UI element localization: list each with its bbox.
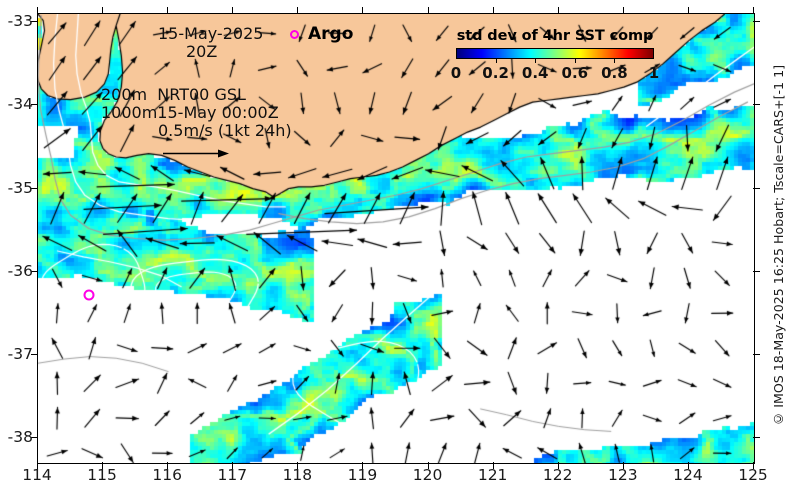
- x-axis-tick-top: [557, 7, 559, 14]
- x-axis-tick: [622, 462, 624, 469]
- y-axis-tick: [31, 437, 38, 439]
- argo-legend: Argo: [290, 24, 353, 44]
- colorbar-title: std dev of 4hr SST comp: [456, 28, 654, 44]
- colorbar-tick-label: 0.6: [561, 64, 589, 82]
- x-axis-tick-label: 124: [673, 466, 703, 484]
- x-axis-tick-top: [687, 7, 689, 14]
- argo-marker-icon: [290, 29, 299, 39]
- x-axis-tick: [557, 462, 559, 469]
- colorbar-tick-labels: 0 0.2 0.4 0.6 0.8 1: [451, 63, 659, 82]
- colorbar-tick: [495, 59, 497, 63]
- x-axis-tick-top: [427, 7, 429, 14]
- x-axis-tick-label: 118: [282, 466, 313, 484]
- x-axis-tick-top: [753, 7, 754, 14]
- y-axis-tick-label: -34: [7, 95, 33, 114]
- x-axis-tick-label: 121: [477, 466, 508, 484]
- y-axis-tick-right: [753, 353, 760, 355]
- colorbar: std dev of 4hr SST comp 0 0.2 0.4 0.6 0.8 1: [440, 28, 670, 82]
- y-axis-tick: [31, 21, 38, 23]
- x-axis-tick-top: [167, 7, 169, 14]
- x-axis-tick-top: [492, 7, 494, 14]
- x-axis-tick-top: [37, 7, 38, 14]
- x-axis-tick-label: 123: [608, 466, 638, 484]
- colorbar-tick-label: 1: [648, 64, 660, 82]
- overlay-date: 15-May-2025: [158, 24, 264, 43]
- x-axis-tick-top: [102, 7, 104, 14]
- x-axis-tick-top: [362, 7, 364, 14]
- overlay-vector-scale: 0.5m/s (1kt 24h): [158, 121, 292, 140]
- colorbar-tick: [574, 59, 576, 63]
- overlay-depth-line-2: 1000m15-May 00:00Z: [101, 103, 279, 122]
- x-axis-tick-label: 116: [152, 466, 182, 484]
- colorbar-tick-label: 0.8: [601, 64, 628, 82]
- x-axis-tick-label: 114: [22, 466, 52, 484]
- y-axis-tick: [31, 104, 38, 106]
- overlay-depth-line-1: 200m NRT00 GSL: [101, 85, 246, 104]
- y-axis-tick: [31, 270, 38, 272]
- colorbar-tick-label: 0: [450, 64, 462, 82]
- x-axis-tick-top: [232, 7, 234, 14]
- x-axis-tick-label: 117: [217, 466, 248, 484]
- x-axis-tick-label: 122: [542, 466, 573, 484]
- map-plot-area[interactable]: [37, 13, 755, 464]
- argo-float-marker[interactable]: [83, 289, 95, 301]
- x-axis-tick-top: [297, 7, 299, 14]
- y-axis-tick: [31, 187, 38, 189]
- y-axis-tick-label: -35: [7, 178, 33, 197]
- y-axis-tick-label: -38: [7, 428, 33, 447]
- y-axis-tick-label: -37: [7, 344, 33, 363]
- sst-std-dev-heatmap-canvas[interactable]: [38, 14, 754, 463]
- x-axis-tick-label: 120: [412, 466, 443, 484]
- y-axis-tick-right: [753, 104, 760, 106]
- credit-label: © IMOS 18-May-2025 16:25 Hobart; Tscale=…: [770, 65, 786, 427]
- x-axis-tick-top: [622, 7, 624, 14]
- y-axis-tick-label: -33: [7, 12, 33, 31]
- y-axis-tick-right: [753, 270, 760, 272]
- x-axis-tick-label: 125: [738, 466, 768, 484]
- y-axis-tick-right: [753, 437, 760, 439]
- overlay-time: 20Z: [186, 42, 218, 61]
- y-axis-tick-right: [753, 21, 760, 23]
- colorbar-ticks: [456, 59, 654, 63]
- x-axis-tick-label: 115: [87, 466, 117, 484]
- x-axis-tick: [232, 462, 234, 469]
- x-axis-tick: [687, 462, 689, 469]
- colorbar-tick: [535, 59, 537, 63]
- scale-arrow-icon: [163, 149, 229, 158]
- x-axis-tick: [102, 462, 104, 469]
- x-axis-tick: [297, 462, 299, 469]
- colorbar-gradient: [456, 48, 654, 59]
- credit-text: © IMOS 18-May-2025 16:25 Hobart; Tscale=…: [767, 0, 789, 492]
- colorbar-tick-label: 0.2: [482, 64, 509, 82]
- y-axis-tick-label: -36: [7, 261, 33, 280]
- y-axis-tick-right: [753, 187, 760, 189]
- x-axis-tick: [37, 462, 38, 469]
- colorbar-gradient-canvas: [457, 49, 653, 58]
- x-axis-tick-label: 119: [347, 466, 378, 484]
- y-axis-tick: [31, 353, 38, 355]
- colorbar-tick-label: 0.4: [521, 64, 549, 82]
- x-axis-tick: [362, 462, 364, 469]
- argo-legend-label: Argo: [308, 24, 354, 44]
- x-axis-tick: [753, 462, 754, 469]
- x-axis-tick: [427, 462, 429, 469]
- x-axis-tick: [167, 462, 169, 469]
- x-axis-tick: [492, 462, 494, 469]
- colorbar-tick: [614, 59, 616, 63]
